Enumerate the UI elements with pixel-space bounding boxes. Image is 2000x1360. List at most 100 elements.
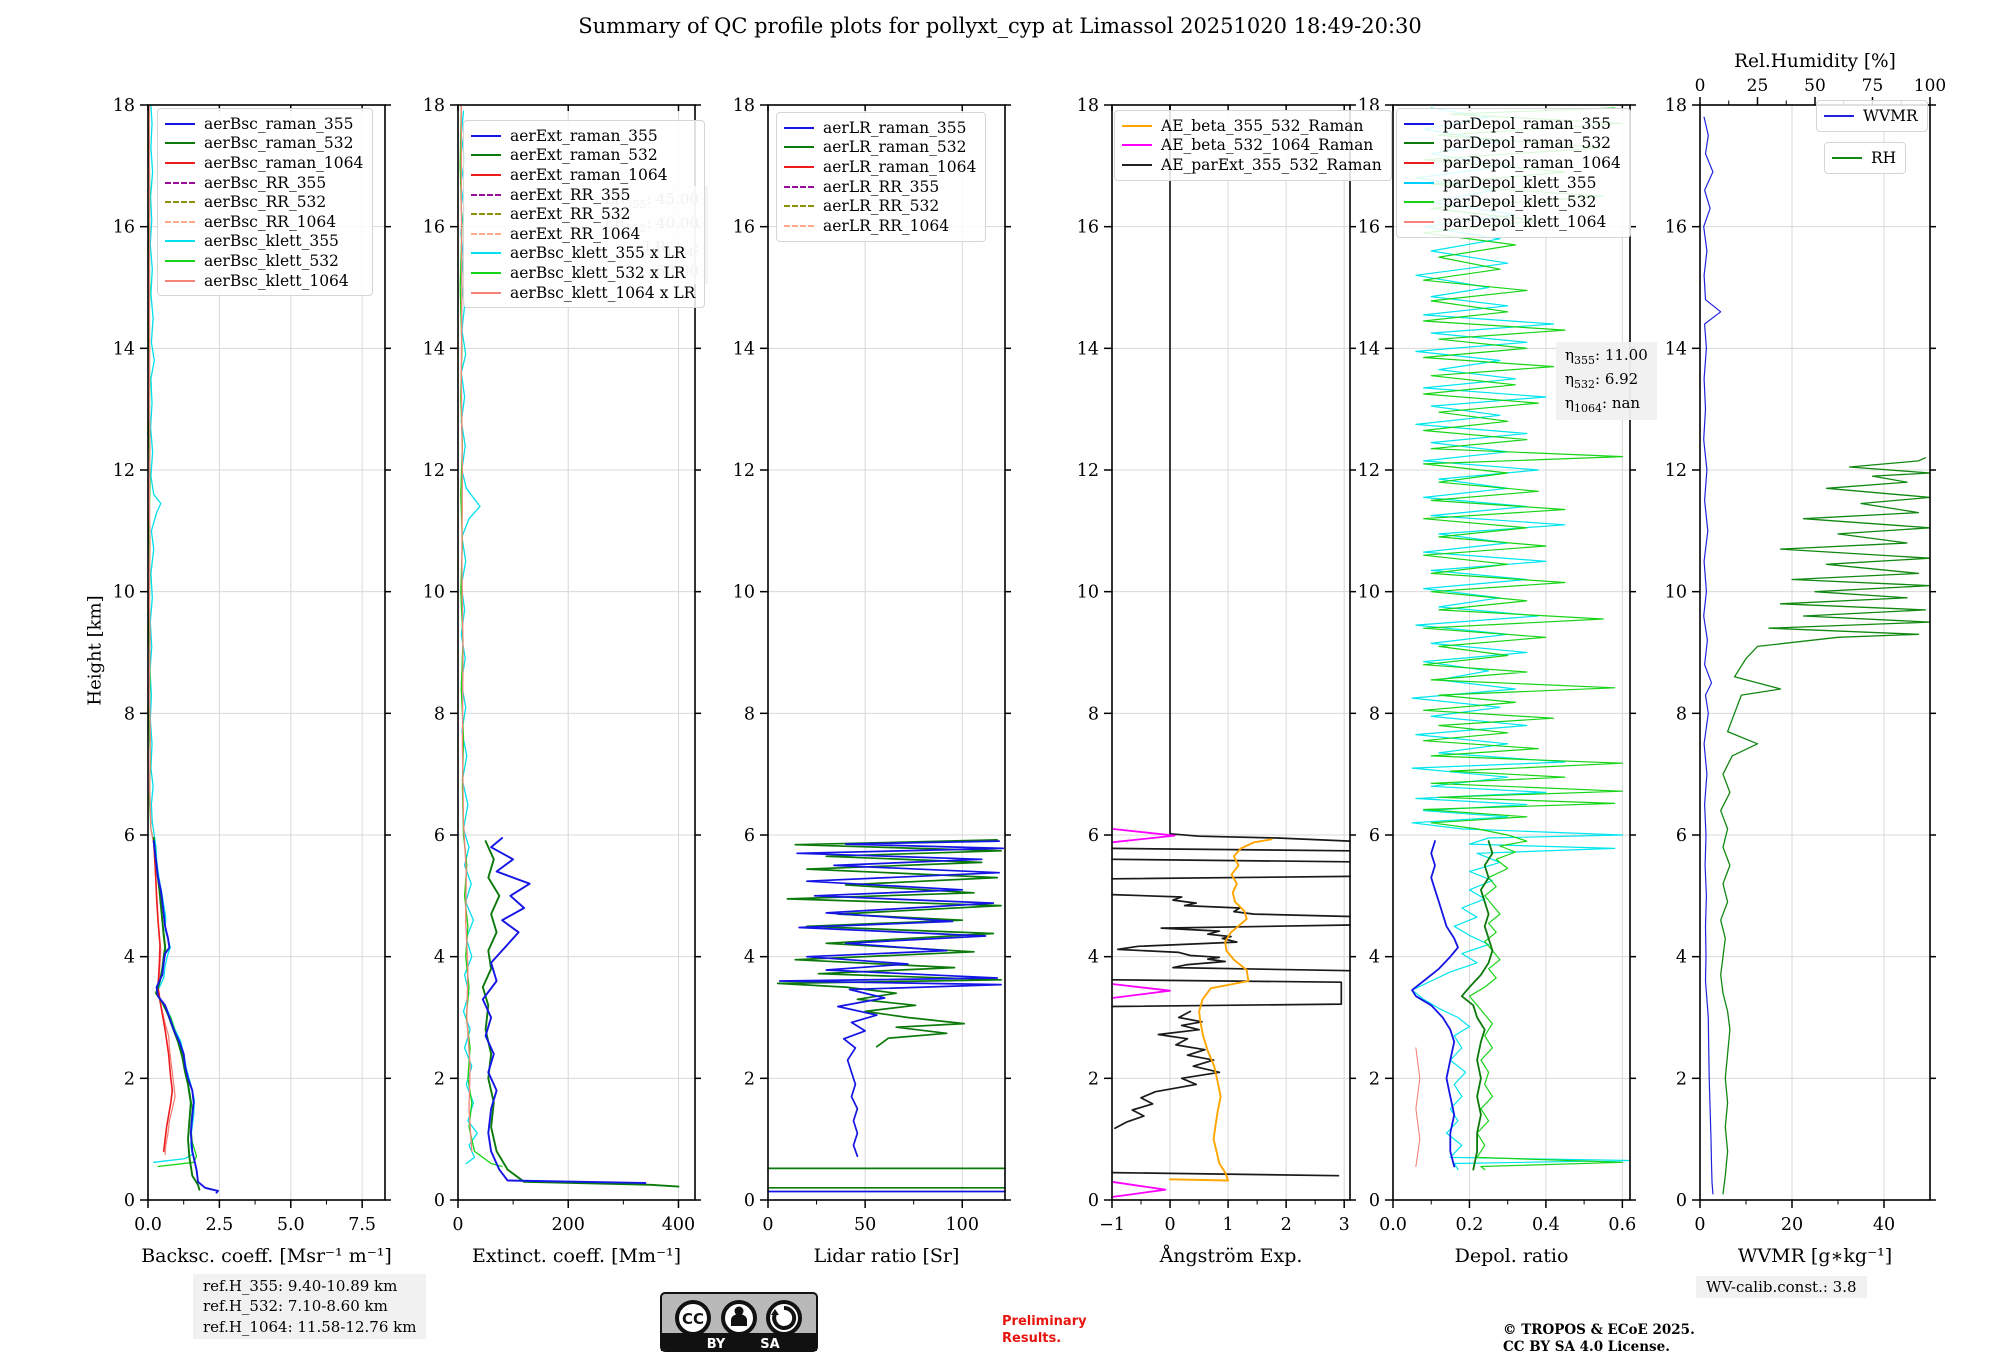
y-tick-label: 4	[744, 948, 755, 968]
y-tick-label: 12	[1665, 461, 1687, 481]
y-tick-label: 14	[423, 339, 445, 359]
y-tick-label: 6	[744, 826, 755, 846]
sa-arrow	[772, 1305, 797, 1330]
x-tick-label: 40	[1873, 1215, 1895, 1235]
series-parDepol_klett_1064	[1415, 1047, 1421, 1168]
legend-line-swatch	[1122, 144, 1152, 147]
y-tick-label: 12	[733, 461, 755, 481]
legend-label: AE_beta_532_1064_Raman	[1161, 136, 1374, 155]
legend-item: parDepol_klett_532	[1404, 192, 1621, 212]
legend-item: parDepol_klett_355	[1404, 173, 1621, 193]
x-axis-label: Depol. ratio	[1455, 1245, 1569, 1267]
y-tick-label: 18	[733, 96, 755, 116]
x-tick-label: 7.5	[348, 1215, 376, 1235]
series-AE_parExt_355_532_Raman	[1116, 924, 1351, 972]
cc-badge-band	[661, 1333, 817, 1351]
series-parDepol_klett_355	[1411, 107, 1631, 1171]
series-parDepol_raman_532	[1460, 840, 1494, 1171]
legend-item: aerLR_raman_355	[784, 118, 976, 138]
legend-line-swatch	[1824, 114, 1854, 117]
series-AE_parExt_355_532_Raman	[1111, 847, 1351, 852]
y-tick-label: 2	[124, 1069, 135, 1089]
series-aerBsc_klett_355	[149, 104, 195, 1163]
top-tick-label: 50	[1804, 76, 1826, 96]
x-tick-label: −1	[1099, 1215, 1125, 1235]
y-tick-label: 16	[423, 218, 445, 238]
cc-icon-label: CC	[682, 1310, 704, 1328]
legend-label: aerLR_RR_355	[823, 177, 940, 196]
series-aerBsc_klett_355 x LR	[460, 110, 481, 1165]
legend-line-swatch	[471, 271, 501, 274]
series-AE_beta_532_1064_Raman	[1111, 983, 1171, 999]
series-AE_beta_532_1064_Raman	[1111, 828, 1176, 844]
legend-lidar-ratio: aerLR_raman_355 aerLR_raman_532 aerLR_rama…	[776, 112, 987, 242]
legend-item: AE_beta_532_1064_Raman	[1122, 136, 1382, 156]
legend-item: aerExt_RR_355	[471, 185, 695, 205]
series-aerLR_raman_532	[776, 839, 1002, 1048]
legend-line-swatch	[784, 205, 814, 208]
legend-label: aerExt_RR_1064	[510, 224, 641, 243]
x-tick-label: 0	[1164, 1215, 1175, 1235]
legend-item: parDepol_klett_1064	[1404, 212, 1621, 232]
series-aerExt_raman_532	[481, 840, 680, 1188]
y-tick-label: 14	[1358, 339, 1380, 359]
legend-item: aerBsc_klett_355 x LR	[471, 244, 695, 264]
legend-item: aerBsc_RR_1064	[165, 212, 363, 232]
legend-label: aerExt_raman_355	[510, 126, 658, 145]
series-AE_beta_355_532_Raman	[1169, 838, 1273, 1182]
y-tick-label: 16	[1077, 218, 1099, 238]
x-tick-label: 0.4	[1532, 1215, 1560, 1235]
y-tick-label: 0	[1369, 1191, 1380, 1211]
y-tick-label: 18	[113, 96, 135, 116]
legend-item: aerLR_raman_532	[784, 138, 976, 158]
legend-line-swatch	[784, 165, 814, 168]
annotation-depol-ratio: η355: 11.00 η532: 6.92 η1064: nan	[1556, 342, 1657, 420]
figure-title: Summary of QC profile plots for pollyxt_…	[578, 14, 1422, 38]
series-AE_parExt_355_532_Raman	[1114, 1010, 1221, 1130]
y-tick-label: 18	[1077, 96, 1099, 116]
x-tick-label: 200	[552, 1215, 585, 1235]
legend-line-swatch	[165, 279, 195, 282]
top-tick-label: 25	[1747, 76, 1769, 96]
top-axis-label: Rel.Humidity [%]	[1734, 51, 1896, 72]
legend-label: WVMR	[1863, 106, 1918, 125]
legend-item: aerBsc_klett_1064 x LR	[471, 283, 695, 303]
legend-item: AE_parExt_355_532_Raman	[1122, 155, 1382, 175]
legend-line-swatch	[784, 126, 814, 129]
legend-line-swatch	[165, 142, 195, 145]
y-tick-label: 16	[733, 218, 755, 238]
x-tick-label: 5.0	[277, 1215, 305, 1235]
legend-label: AE_beta_355_532_Raman	[1161, 116, 1364, 135]
series-AE_parExt_355_532_Raman	[1111, 858, 1351, 863]
y-tick-label: 4	[124, 948, 135, 968]
legend-line-swatch	[471, 232, 501, 235]
y-tick-label: 8	[1676, 704, 1687, 724]
series-AE_beta_532_1064_Raman	[1111, 1180, 1167, 1198]
legend-angstroem: AE_beta_355_532_Raman AE_beta_532_1064_Ra…	[1114, 110, 1392, 181]
legend-label: aerBsc_raman_1064	[204, 153, 364, 172]
series-aerBsc_raman_1064	[152, 840, 174, 1153]
legend-item: WVMR	[1824, 106, 1918, 126]
y-tick-label: 10	[113, 583, 135, 603]
y-tick-label: 10	[1077, 583, 1099, 603]
legend-item: aerLR_RR_1064	[784, 216, 976, 236]
y-tick-label: 14	[113, 339, 135, 359]
top-tick-label: 0	[1695, 76, 1706, 96]
wv-calibration-note: WV-calib.const.: 3.8	[1696, 1276, 1867, 1298]
legend-label: aerBsc_klett_532	[204, 251, 339, 270]
x-tick-label: 20	[1781, 1215, 1803, 1235]
annotation-line: η355: 11.00	[1565, 346, 1648, 367]
y-tick-label: 4	[1676, 948, 1687, 968]
legend-label: aerLR_raman_1064	[823, 157, 977, 176]
y-tick-label: 0	[744, 1191, 755, 1211]
legend-line-swatch	[1122, 124, 1152, 127]
y-tick-label: 2	[1369, 1069, 1380, 1089]
y-tick-label: 12	[423, 461, 445, 481]
legend-item: parDepol_raman_532	[1404, 134, 1621, 154]
legend-line-swatch	[165, 220, 195, 223]
y-tick-label: 12	[1077, 461, 1099, 481]
y-tick-label: 18	[423, 96, 445, 116]
x-tick-label: 0.6	[1608, 1215, 1636, 1235]
